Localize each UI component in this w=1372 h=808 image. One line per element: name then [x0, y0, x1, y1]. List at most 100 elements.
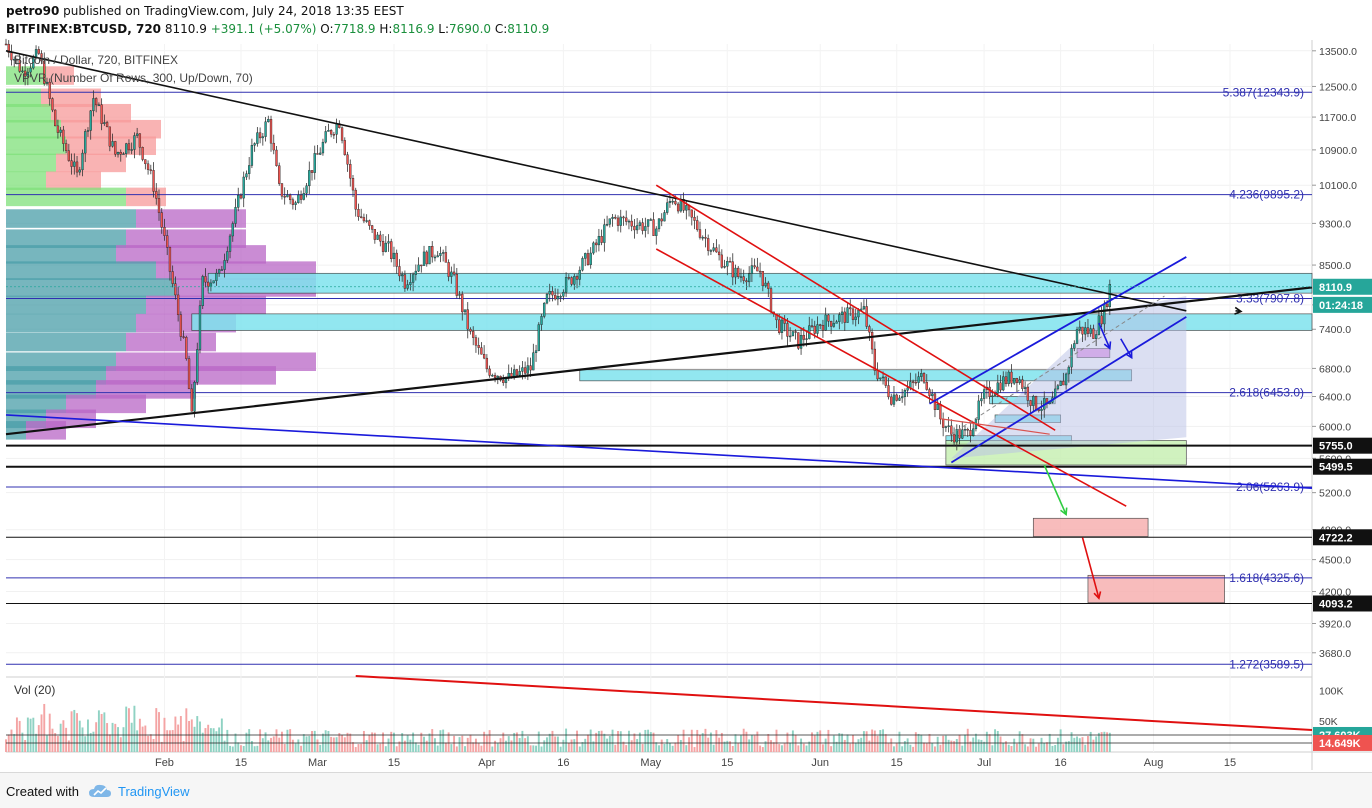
candle-body — [573, 276, 576, 285]
volume-bar — [95, 722, 98, 752]
candle-body — [810, 325, 814, 327]
candle-body — [269, 119, 273, 144]
volume-bar — [679, 739, 682, 752]
candle-body — [185, 337, 188, 359]
volume-bar — [409, 739, 412, 752]
volume-bar — [1108, 732, 1111, 752]
candle-body — [245, 173, 248, 178]
volume-bar — [1078, 738, 1081, 752]
chart-canvas[interactable]: 13500.0 12500.0 11700.0 10900.0 10100.0 9300.… — [0, 0, 1372, 772]
volume-bar — [48, 713, 51, 752]
volume-bar — [559, 746, 562, 752]
candle-body — [461, 293, 464, 313]
candle-body — [86, 130, 90, 132]
candle-body — [291, 199, 295, 205]
candle-body — [321, 141, 325, 154]
candle-body — [15, 58, 19, 61]
volume-bar — [887, 743, 890, 752]
volume-bar — [627, 730, 630, 752]
candle-body — [368, 220, 371, 226]
candle-body — [59, 129, 62, 133]
volume-bar — [540, 746, 543, 752]
volume-bar — [373, 732, 376, 752]
volume-bar — [543, 740, 546, 752]
candle-body — [570, 277, 573, 285]
tradingview-link[interactable]: TradingView — [118, 784, 190, 799]
candle-body — [428, 246, 431, 265]
candle-body — [879, 377, 882, 380]
vpvr-up-bar — [6, 366, 106, 385]
volume-bar — [535, 745, 538, 752]
volume-bar — [193, 726, 196, 752]
volume-bar — [117, 727, 119, 752]
volume-bar — [882, 729, 884, 752]
candle-body — [627, 220, 631, 223]
volume-bar — [472, 742, 475, 752]
volume-bar — [726, 740, 729, 752]
volume-bar — [89, 733, 92, 752]
last-price: 8110.9 — [164, 22, 207, 36]
volume-bar — [816, 731, 819, 752]
author-name[interactable]: petro90 — [6, 4, 60, 18]
candle-body — [554, 294, 557, 300]
volume-bar — [723, 741, 726, 752]
volume-bar — [827, 729, 830, 752]
volume-bar — [100, 713, 103, 752]
candle-body — [518, 371, 521, 376]
vpvr-up-bar — [6, 171, 46, 190]
volume-bar — [802, 743, 805, 752]
candle-body — [171, 271, 174, 284]
candle-body — [870, 331, 874, 350]
candle-body — [176, 294, 180, 315]
volume-bar — [811, 732, 813, 752]
price-axis-badge-label: 01:24:18 — [1319, 300, 1363, 312]
candle-body — [253, 143, 256, 146]
volume-bar — [709, 732, 712, 752]
volume-bar — [961, 745, 964, 752]
volume-bar — [360, 743, 363, 752]
candle-body — [991, 395, 994, 397]
volume-bar — [319, 744, 322, 752]
candle-body — [734, 267, 737, 278]
volume-bar — [92, 731, 95, 752]
x-tick-label: Feb — [155, 757, 174, 769]
candle-body — [466, 309, 469, 330]
volume-tick-label: 100K — [1319, 685, 1344, 697]
candle-body — [868, 326, 871, 333]
volume-bar — [742, 728, 745, 752]
candle-body — [288, 194, 292, 200]
candle-body — [116, 152, 120, 155]
candle-body — [999, 382, 1002, 391]
candle-body — [1040, 409, 1043, 411]
candle-body — [854, 316, 857, 320]
candle-body — [1015, 378, 1019, 384]
volume-bar — [718, 737, 721, 752]
candle-body — [1075, 329, 1079, 344]
candle-body — [952, 434, 956, 443]
candle-body — [704, 236, 707, 239]
candle-body — [657, 218, 661, 230]
x-tick-label: 15 — [891, 757, 903, 769]
volume-bar — [805, 745, 808, 752]
candle-body — [360, 216, 363, 218]
trendline-black-upper — [5, 50, 1187, 312]
volume-bar — [313, 730, 316, 752]
candle-body — [201, 276, 204, 306]
candle-body — [709, 250, 713, 252]
volume-bar — [843, 739, 846, 752]
volume-bar — [1035, 746, 1038, 752]
arrow-black-right — [1234, 306, 1243, 315]
volume-bar — [458, 737, 461, 752]
candle-body — [548, 291, 551, 295]
volume-bar — [529, 745, 532, 752]
candle-body — [422, 251, 426, 266]
volume-bar — [442, 729, 445, 752]
arrow-blue-down-1 — [1098, 322, 1112, 350]
candle-body — [1007, 371, 1010, 385]
candle-body — [961, 429, 964, 439]
tradingview-cloud-icon — [89, 784, 111, 797]
volume-bar — [791, 730, 794, 752]
volume-bar — [966, 728, 969, 752]
y-tick-label: 9300.0 — [1319, 218, 1351, 230]
candle-body — [294, 202, 297, 205]
